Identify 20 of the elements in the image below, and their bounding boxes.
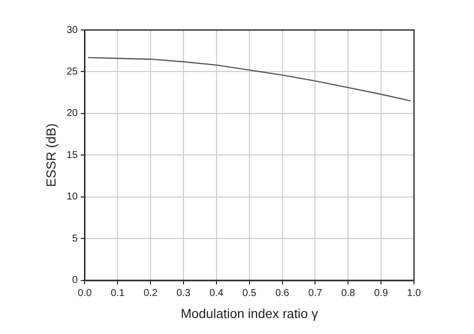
x-tick-label: 0.6 [275,288,290,300]
y-tick-label: 10 [66,192,78,203]
x-tick-label: 1.0 [407,288,422,300]
x-tick-label: 0.0 [78,288,92,300]
y-tick-label: 20 [66,108,78,120]
x-tick-label: 0.9 [374,288,388,300]
x-tick-label: 0.2 [144,288,158,300]
x-tick-label: 0.5 [242,288,257,300]
x-tick-label: 0.7 [308,288,323,300]
x-axis-title: Modulation index ratio γ [180,306,319,321]
y-tick-label: 30 [66,24,78,36]
y-tick-label: 25 [66,66,78,78]
y-tick-label: 0 [72,275,78,286]
x-tick-label: 0.3 [176,288,191,300]
x-tick-label: 0.1 [110,288,126,300]
y-axis-title: ESSR (dB) [43,123,58,187]
y-tick-label: 15 [66,150,78,161]
y-tick-label: 5 [72,233,78,244]
x-tick-label: 0.8 [341,288,356,300]
x-tick-label: 0.4 [209,288,224,300]
